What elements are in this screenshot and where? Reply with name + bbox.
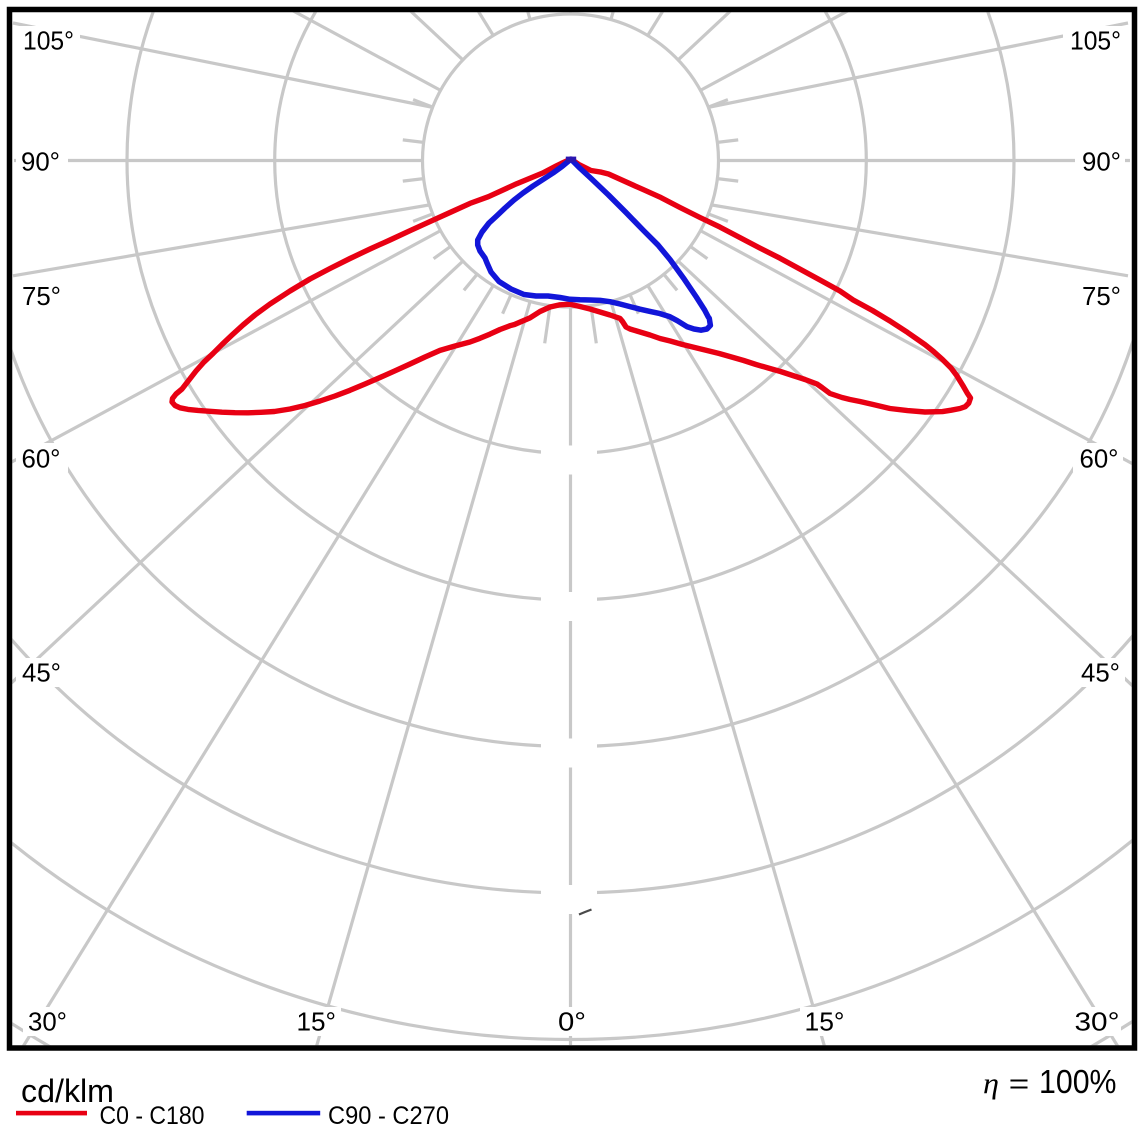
svg-text:0°: 0°	[558, 1007, 586, 1037]
svg-text:90°: 90°	[1082, 147, 1121, 177]
svg-text:60°: 60°	[22, 444, 61, 474]
svg-text:η = 100%: η = 100%	[983, 1063, 1117, 1100]
svg-text:75°: 75°	[22, 281, 61, 311]
svg-text:15°: 15°	[297, 1007, 337, 1037]
svg-text:60°: 60°	[1080, 444, 1119, 474]
svg-text:105°: 105°	[1070, 26, 1121, 56]
svg-text:15°: 15°	[805, 1007, 845, 1037]
svg-text:90°: 90°	[21, 147, 60, 177]
svg-text:cd/klm: cd/klm	[21, 1073, 114, 1109]
svg-text:30°: 30°	[28, 1007, 67, 1037]
svg-text:75°: 75°	[1082, 281, 1121, 311]
svg-text:45°: 45°	[22, 658, 61, 688]
svg-text:45°: 45°	[1081, 658, 1120, 688]
svg-text:30°: 30°	[1075, 1007, 1120, 1037]
svg-text:C90 - C270: C90 - C270	[328, 1102, 449, 1130]
svg-text:105°: 105°	[23, 26, 74, 56]
svg-text:C0 - C180: C0 - C180	[100, 1102, 205, 1130]
